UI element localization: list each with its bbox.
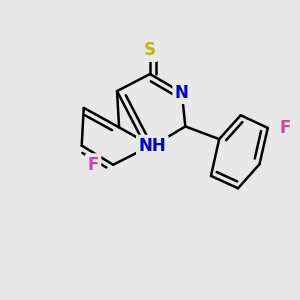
Text: F: F: [88, 156, 99, 174]
Text: NH: NH: [139, 137, 166, 155]
Text: S: S: [144, 41, 156, 59]
Text: N: N: [175, 84, 189, 102]
Text: F: F: [280, 119, 291, 137]
